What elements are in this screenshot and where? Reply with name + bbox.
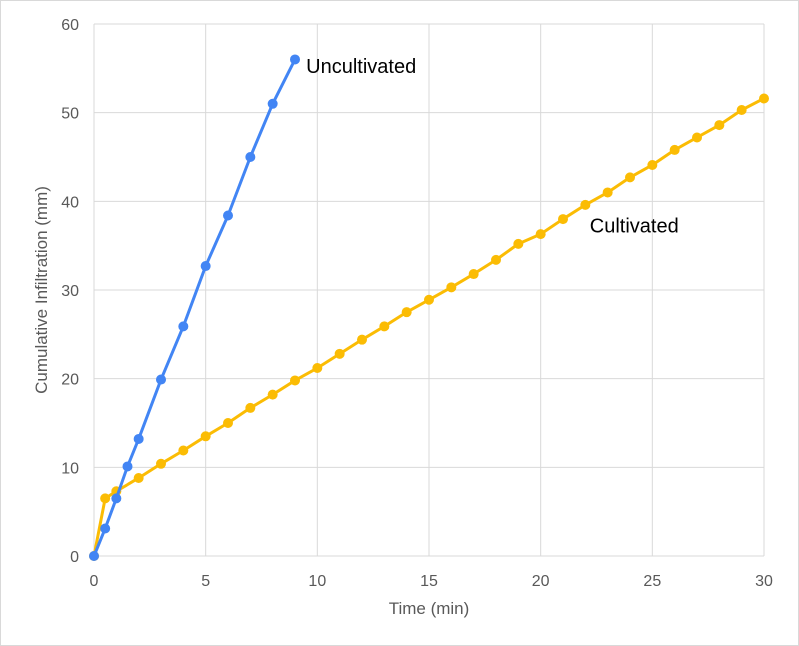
- data-point-cultivated-26: [647, 159, 658, 170]
- x-axis-title: Time (min): [389, 599, 470, 618]
- x-tick-label-5: 5: [201, 573, 210, 590]
- y-tick-label-50: 50: [61, 106, 79, 123]
- data-point-cultivated-25: [625, 172, 635, 183]
- data-point-cultivated-27: [669, 144, 680, 155]
- gridlines: [93, 23, 765, 557]
- y-tick-label-0: 0: [70, 549, 79, 566]
- y-tick-label-60: 60: [61, 17, 79, 34]
- data-point-uncultivated-10: [267, 98, 278, 109]
- data-point-cultivated-1: [100, 493, 111, 504]
- x-axis-ticks: 0 5 10 15 20 25 30: [90, 573, 773, 590]
- data-point-cultivated-4: [156, 458, 166, 469]
- data-point-cultivated-18: [468, 269, 479, 280]
- data-point-uncultivated-8: [223, 210, 233, 221]
- data-point-cultivated-29: [714, 120, 725, 131]
- y-tick-label-10: 10: [61, 460, 79, 477]
- data-point-cultivated-22: [558, 214, 568, 225]
- data-point-cultivated-3: [133, 472, 144, 483]
- data-point-uncultivated-7: [200, 261, 211, 272]
- series-cultivated: [89, 93, 769, 561]
- data-point-cultivated-16: [424, 294, 434, 305]
- data-point-cultivated-17: [446, 282, 457, 293]
- series-label-cultivated: Cultivated: [590, 215, 679, 237]
- data-point-cultivated-31: [759, 93, 769, 104]
- y-axis-ticks: 0 10 20 30 40 50 60: [61, 17, 79, 566]
- data-point-uncultivated-6: [178, 321, 189, 332]
- data-point-uncultivated-4: [133, 433, 144, 444]
- y-axis-title: Cumulative Infiltration (mm): [32, 186, 51, 394]
- data-point-cultivated-9: [267, 389, 278, 400]
- data-point-uncultivated-5: [156, 374, 166, 385]
- data-point-cultivated-23: [580, 199, 591, 210]
- series-label-uncultivated: Uncultivated: [306, 56, 416, 78]
- series-uncultivated: [89, 54, 300, 561]
- data-point-cultivated-10: [290, 375, 300, 386]
- data-point-cultivated-24: [602, 187, 613, 198]
- data-point-cultivated-5: [178, 445, 189, 456]
- data-point-cultivated-28: [692, 132, 702, 143]
- series-layer: [89, 54, 769, 561]
- data-point-uncultivated-11: [290, 54, 300, 65]
- data-point-uncultivated-0: [89, 551, 99, 561]
- data-point-uncultivated-3: [122, 461, 133, 472]
- data-point-cultivated-21: [535, 229, 546, 240]
- data-point-cultivated-13: [357, 334, 367, 345]
- data-point-cultivated-8: [245, 402, 256, 413]
- data-point-cultivated-12: [334, 348, 345, 359]
- data-point-uncultivated-9: [245, 152, 256, 162]
- x-tick-label-0: 0: [90, 573, 99, 590]
- x-tick-label-15: 15: [420, 573, 438, 590]
- data-point-cultivated-7: [223, 418, 233, 428]
- y-tick-label-20: 20: [61, 372, 79, 389]
- y-tick-label-40: 40: [61, 194, 79, 211]
- data-point-cultivated-11: [312, 363, 323, 374]
- x-tick-label-10: 10: [308, 573, 326, 590]
- data-point-cultivated-14: [379, 321, 390, 332]
- data-point-cultivated-6: [200, 431, 211, 442]
- data-point-cultivated-30: [736, 105, 747, 116]
- data-point-uncultivated-2: [111, 493, 122, 504]
- data-point-cultivated-19: [491, 254, 501, 265]
- x-tick-label-30: 30: [755, 573, 773, 590]
- data-point-cultivated-15: [401, 307, 412, 318]
- x-tick-label-20: 20: [532, 573, 550, 590]
- data-point-cultivated-20: [513, 238, 524, 249]
- y-tick-label-30: 30: [61, 283, 79, 300]
- series-line-uncultivated: [92, 57, 297, 558]
- data-point-uncultivated-1: [100, 523, 111, 534]
- x-tick-label-25: 25: [643, 573, 661, 590]
